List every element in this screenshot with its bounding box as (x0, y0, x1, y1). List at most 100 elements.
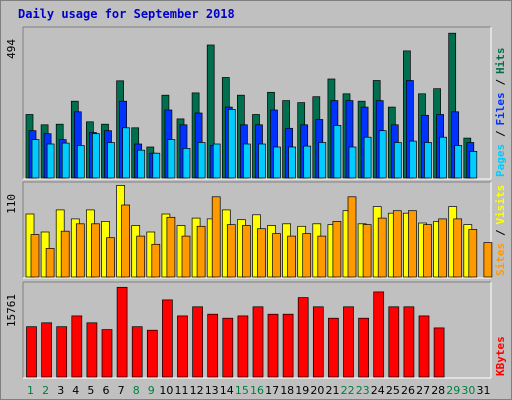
day-label-23: 23 (356, 384, 370, 397)
bar-sites-day-9 (151, 243, 161, 278)
bar-pages-day-4 (76, 145, 85, 179)
legend-sites: Sites (494, 243, 507, 276)
bar-pages-day-1 (31, 139, 40, 179)
bar-pages-day-2 (46, 143, 55, 179)
day-label-24: 24 (371, 384, 385, 397)
day-label-18: 18 (280, 384, 294, 397)
legend-hits: Hits (494, 47, 507, 74)
bar-kbytes-day-13 (207, 313, 219, 378)
bar-kbytes-day-20 (312, 306, 324, 378)
day-label-27: 27 (416, 384, 430, 397)
legend-separator: / (494, 130, 507, 137)
bar-sites-day-4 (75, 223, 85, 278)
bar-pages-day-28 (439, 136, 447, 179)
bar-kbytes-day-28 (433, 327, 445, 378)
day-label-28: 28 (431, 384, 445, 397)
bar-pages-day-5 (92, 133, 100, 179)
bar-sites-day-15 (242, 225, 251, 278)
day-label-31: 31 (477, 384, 491, 397)
bar-kbytes-day-22 (343, 306, 354, 378)
ymax-label-2: 110 (5, 194, 18, 214)
day-label-15: 15 (235, 384, 249, 397)
bar-pages-day-9 (152, 152, 161, 179)
day-label-8: 8 (133, 384, 140, 397)
bar-sites-day-5 (91, 223, 100, 278)
bar-sites-day-28 (438, 218, 447, 278)
bar-kbytes-day-2 (41, 322, 52, 378)
day-label-19: 19 (295, 384, 309, 397)
bar-pages-day-21 (333, 125, 342, 179)
day-label-7: 7 (118, 384, 125, 397)
bar-sites-day-19 (302, 233, 312, 278)
bar-pages-day-14 (227, 109, 236, 179)
bar-sites-day-25 (392, 210, 402, 278)
bar-sites-day-12 (196, 225, 206, 278)
day-label-6: 6 (103, 384, 110, 397)
bar-kbytes-day-8 (131, 326, 143, 378)
bar-kbytes-day-17 (267, 313, 279, 378)
day-label-3: 3 (57, 384, 64, 397)
bar-pages-day-27 (424, 142, 432, 179)
bar-kbytes-day-4 (71, 315, 83, 378)
bar-pages-day-26 (409, 140, 417, 179)
bar-sites-day-26 (408, 210, 417, 278)
bar-sites-day-7 (121, 204, 130, 278)
bar-pages-day-12 (197, 142, 206, 179)
bar-sites-day-10 (166, 216, 176, 278)
day-label-25: 25 (386, 384, 400, 397)
legend-separator: / (494, 78, 507, 85)
bar-pages-day-20 (318, 142, 327, 179)
bar-pages-day-3 (61, 142, 70, 179)
bar-pages-day-17 (273, 146, 281, 179)
bar-sites-day-20 (317, 235, 327, 278)
bar-pages-day-6 (107, 142, 115, 179)
ymax-label-1: 494 (5, 39, 18, 59)
legend-pages: Pages (494, 144, 507, 177)
day-label-1: 1 (27, 384, 34, 397)
bar-sites-day-17 (272, 233, 281, 278)
bar-pages-day-10 (167, 139, 176, 179)
bar-sites-day-18 (287, 235, 296, 278)
bar-pages-day-19 (303, 145, 312, 179)
day-label-26: 26 (401, 384, 415, 397)
bar-sites-day-30 (468, 229, 478, 278)
bar-kbytes-day-14 (222, 317, 234, 378)
bar-kbytes-day-12 (192, 306, 203, 378)
bar-sites-day-27 (423, 224, 432, 278)
bar-sites-day-22 (347, 196, 357, 278)
day-label-14: 14 (220, 384, 234, 397)
day-label-17: 17 (265, 384, 279, 397)
bar-sites-day-13 (211, 196, 221, 278)
legend-kbytes: KBytes (494, 336, 507, 376)
bar-kbytes-day-10 (162, 299, 173, 378)
bar-kbytes-day-19 (297, 297, 309, 378)
bar-pages-day-29 (454, 145, 463, 179)
day-label-22: 22 (341, 384, 355, 397)
legend-visits: Visits (494, 185, 507, 225)
bar-kbytes-day-15 (237, 315, 249, 378)
day-label-12: 12 (190, 384, 204, 397)
bar-sites-day-24 (377, 217, 387, 278)
bar-kbytes-day-7 (116, 286, 128, 378)
bar-pages-day-18 (288, 146, 296, 179)
bar-pages-day-7 (122, 127, 130, 179)
bar-sites-day-1 (30, 234, 40, 278)
bar-sites-day-14 (226, 224, 236, 278)
chart-title: Daily usage for September 2018 (18, 7, 235, 21)
bar-sites-day-21 (332, 221, 342, 278)
bar-kbytes-day-18 (282, 313, 294, 378)
bar-pages-day-23 (363, 136, 372, 179)
day-label-5: 5 (87, 384, 94, 397)
bar-kbytes-day-3 (56, 326, 68, 378)
day-label-16: 16 (250, 384, 264, 397)
day-label-9: 9 (148, 384, 155, 397)
bar-pages-day-8 (137, 149, 146, 179)
bar-pages-day-22 (348, 146, 357, 179)
bar-kbytes-day-26 (403, 306, 415, 378)
legend-files: Files (494, 92, 507, 125)
bar-kbytes-day-16 (252, 306, 264, 378)
bar-kbytes-day-5 (86, 322, 98, 378)
bar-kbytes-day-9 (146, 329, 158, 378)
